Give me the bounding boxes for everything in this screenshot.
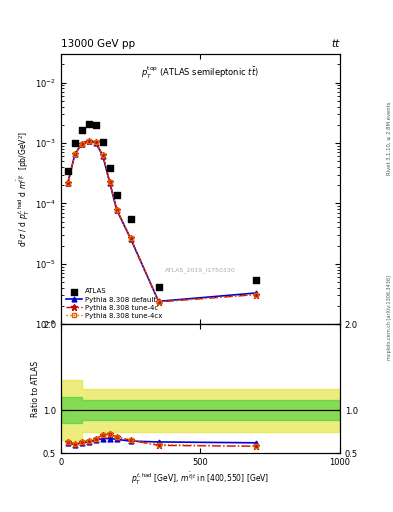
Y-axis label: d$^2\sigma$ / d $p_T^{t,\mathrm{had}}$ d $m^{\bar{t}|t}$  [pb/GeV$^2$]: d$^2\sigma$ / d $p_T^{t,\mathrm{had}}$ d… bbox=[16, 131, 32, 247]
Line: Pythia 8.308 tune-4c: Pythia 8.308 tune-4c bbox=[65, 137, 259, 305]
Text: mcplots.cern.ch [arXiv:1306.3436]: mcplots.cern.ch [arXiv:1306.3436] bbox=[387, 275, 392, 360]
Pythia 8.308 default bbox=[107, 180, 112, 186]
X-axis label: $p_T^{t,\mathrm{had}}$ [GeV], $m^{\bar{t}|t}$ in [400,550] [GeV]: $p_T^{t,\mathrm{had}}$ [GeV], $m^{\bar{t… bbox=[131, 471, 270, 487]
Y-axis label: Ratio to ATLAS: Ratio to ATLAS bbox=[31, 360, 40, 417]
Pythia 8.308 tune-4c bbox=[73, 151, 77, 157]
Pythia 8.308 tune-4cx bbox=[66, 180, 70, 186]
Pythia 8.308 tune-4c bbox=[107, 179, 112, 185]
Pythia 8.308 tune-4c bbox=[94, 139, 98, 145]
Pythia 8.308 default bbox=[66, 180, 70, 186]
ATLAS bbox=[107, 164, 113, 173]
ATLAS bbox=[79, 126, 85, 134]
Pythia 8.308 tune-4cx bbox=[94, 139, 98, 145]
Pythia 8.308 tune-4c bbox=[86, 137, 91, 143]
Pythia 8.308 tune-4cx bbox=[101, 152, 105, 158]
ATLAS bbox=[93, 121, 99, 130]
Pythia 8.308 tune-4cx bbox=[86, 137, 91, 143]
Legend: ATLAS, Pythia 8.308 default, Pythia 8.308 tune-4c, Pythia 8.308 tune-4cx: ATLAS, Pythia 8.308 default, Pythia 8.30… bbox=[64, 286, 164, 321]
Pythia 8.308 default bbox=[86, 137, 91, 143]
Text: $p_T^{\mathrm{top}}$ (ATLAS semileptonic $t\bar{t}$): $p_T^{\mathrm{top}}$ (ATLAS semileptonic… bbox=[141, 65, 259, 81]
Pythia 8.308 tune-4c bbox=[114, 206, 119, 212]
Pythia 8.308 tune-4cx bbox=[79, 140, 84, 146]
Text: ATLAS_2019_I1750330: ATLAS_2019_I1750330 bbox=[165, 267, 236, 273]
ATLAS bbox=[253, 275, 259, 284]
Pythia 8.308 tune-4cx bbox=[128, 235, 133, 241]
ATLAS bbox=[72, 139, 78, 147]
Pythia 8.308 default bbox=[94, 140, 98, 146]
Pythia 8.308 tune-4cx bbox=[254, 291, 259, 297]
Pythia 8.308 default bbox=[79, 140, 84, 146]
ATLAS bbox=[100, 138, 106, 146]
Pythia 8.308 tune-4cx bbox=[73, 151, 77, 157]
Pythia 8.308 default bbox=[254, 290, 259, 296]
ATLAS bbox=[127, 215, 134, 223]
Pythia 8.308 tune-4c bbox=[66, 180, 70, 186]
ATLAS bbox=[156, 283, 162, 291]
Pythia 8.308 tune-4cx bbox=[114, 206, 119, 212]
Pythia 8.308 tune-4cx bbox=[107, 179, 112, 185]
Pythia 8.308 default bbox=[128, 236, 133, 242]
Pythia 8.308 tune-4c bbox=[79, 140, 84, 146]
Text: Rivet 3.1.10, ≥ 2.8M events: Rivet 3.1.10, ≥ 2.8M events bbox=[387, 101, 392, 175]
Line: Pythia 8.308 default: Pythia 8.308 default bbox=[66, 138, 259, 304]
Pythia 8.308 default bbox=[156, 298, 161, 305]
Text: 13000 GeV pp: 13000 GeV pp bbox=[61, 38, 135, 49]
ATLAS bbox=[65, 166, 71, 175]
Pythia 8.308 tune-4c bbox=[254, 291, 259, 297]
ATLAS bbox=[114, 190, 120, 199]
Pythia 8.308 default bbox=[114, 207, 119, 213]
Text: tt: tt bbox=[332, 38, 340, 49]
Pythia 8.308 tune-4c bbox=[101, 152, 105, 158]
Line: Pythia 8.308 tune-4cx: Pythia 8.308 tune-4cx bbox=[66, 138, 258, 304]
Pythia 8.308 tune-4c bbox=[156, 299, 161, 305]
Pythia 8.308 tune-4cx bbox=[156, 299, 161, 305]
Pythia 8.308 default bbox=[101, 153, 105, 159]
ATLAS bbox=[86, 119, 92, 127]
Pythia 8.308 default bbox=[73, 151, 77, 157]
Pythia 8.308 tune-4c bbox=[128, 235, 133, 241]
